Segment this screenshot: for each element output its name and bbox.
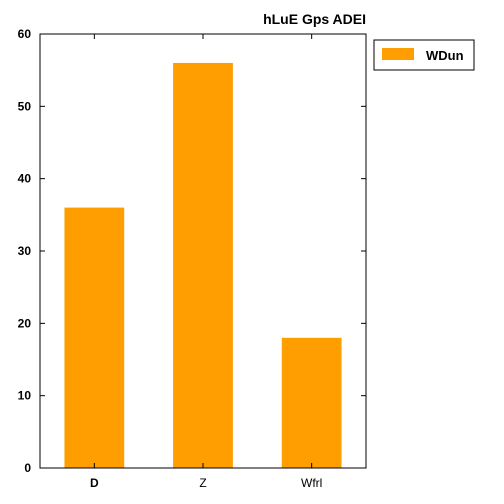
- plot-area: D Z Wfrl 0 10 20 30 40 50 60: [18, 27, 366, 490]
- y-tick-label: 50: [18, 99, 32, 113]
- x-tick-label: D: [90, 476, 99, 490]
- bar-z: [173, 63, 233, 468]
- legend-swatch: [382, 48, 414, 60]
- bar-d: [64, 208, 124, 468]
- y-tick-label: 20: [18, 316, 32, 330]
- y-tick-label: 40: [18, 172, 32, 186]
- y-tick-label: 60: [18, 27, 32, 41]
- legend: WDun: [374, 40, 474, 70]
- bar-wfrl: [282, 338, 342, 468]
- y-tick-label: 10: [18, 389, 32, 403]
- y-tick-label: 0: [24, 461, 31, 475]
- x-tick-label: Wfrl: [301, 476, 322, 490]
- legend-label: WDun: [426, 48, 464, 63]
- y-tick-label: 30: [18, 244, 32, 258]
- x-tick-label: Z: [199, 476, 206, 490]
- chart-title: hLuE Gps ADEI: [263, 11, 366, 27]
